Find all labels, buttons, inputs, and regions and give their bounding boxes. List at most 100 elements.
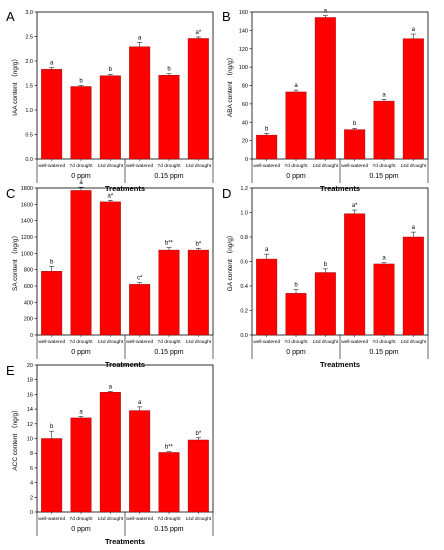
- category-label: 7d drought: [373, 163, 397, 169]
- y-tick-label: 0.4: [240, 284, 248, 290]
- chart-panel-a: A 0.0 0.5 1.0 1.5 2.0 2.5 3.0 IAA content （ng/g）…: [6, 9, 214, 193]
- bar: [187, 439, 209, 513]
- y-tick-label: 1.2: [240, 186, 248, 192]
- category-label: 7d drought: [70, 339, 94, 345]
- y-tick-label: 400: [24, 300, 33, 306]
- y-tick-label: 140: [239, 28, 248, 34]
- significance-label: b: [79, 79, 83, 85]
- bar: [373, 100, 395, 160]
- bar: [314, 272, 336, 336]
- significance-label: b: [50, 424, 54, 430]
- bar: [187, 249, 209, 336]
- y-tick-label: 100: [239, 65, 248, 71]
- group-label: 0 ppm: [71, 526, 91, 533]
- significance-label: b: [294, 283, 298, 289]
- group-label: 0 ppm: [71, 173, 91, 180]
- chart-panel-b: B 0 20 40 60 80 100 120 140 160 ABA content （ng/g）…: [222, 9, 429, 193]
- category-label: well-watered: [126, 339, 153, 345]
- significance-label: a: [294, 83, 298, 89]
- significance-label: a*: [107, 193, 113, 199]
- significance-label: a: [79, 180, 83, 186]
- category-label: 7d drought: [158, 516, 182, 522]
- y-tick-label: 12: [27, 422, 33, 428]
- y-tick-label: 80: [242, 84, 248, 90]
- bar: [41, 438, 63, 513]
- y-tick-label: 6: [30, 466, 33, 472]
- category-label: 7d drought: [70, 516, 94, 522]
- group-label: 0 ppm: [286, 349, 306, 356]
- category-label: 7d drought: [70, 163, 94, 169]
- y-tick-label: 0.8: [240, 235, 248, 241]
- bar: [158, 452, 180, 513]
- y-tick-label: 2.0: [25, 59, 33, 65]
- y-tick-label: 0: [30, 510, 33, 516]
- significance-label: b: [109, 67, 113, 73]
- significance-label: b**: [165, 445, 174, 451]
- category-label: 14d drought: [98, 163, 124, 169]
- bar: [285, 293, 307, 336]
- plot-frame: [251, 11, 429, 160]
- group-label: 0 ppm: [71, 349, 91, 356]
- significance-label: b: [353, 121, 357, 127]
- panel-label: C: [6, 186, 15, 201]
- y-tick-label: 3.0: [25, 10, 33, 16]
- significance-label: a: [324, 9, 328, 15]
- y-tick-label: 0.0: [25, 157, 33, 163]
- y-axis-label: SA content （ng/g）: [11, 232, 19, 291]
- category-label: well-watered: [341, 339, 368, 345]
- bar: [41, 69, 63, 160]
- category-label: well-watered: [126, 516, 153, 522]
- significance-label: b: [167, 67, 171, 73]
- bar: [344, 213, 366, 336]
- bar: [158, 75, 180, 160]
- category-label: 14d drought: [401, 163, 427, 169]
- panel-label: B: [222, 9, 231, 24]
- category-label: 7d drought: [373, 339, 397, 345]
- y-tick-label: 1000: [21, 251, 33, 257]
- bar: [187, 38, 209, 160]
- y-tick-label: 200: [24, 317, 33, 323]
- y-tick-label: 1800: [21, 186, 33, 192]
- chart-panel-e: E 0 2 4 6 8 10 12 14 16 18 20 ACC content （ng/g） b wel…: [6, 363, 214, 546]
- y-tick-label: 1.0: [240, 211, 248, 217]
- bar: [129, 46, 151, 160]
- x-axis-title: Treatments: [105, 184, 145, 193]
- chart-panel-c: C 0 200 400 600 800 1000 1200 1400 1600 1800 SA con…: [6, 180, 214, 369]
- plot-frame: [36, 364, 214, 513]
- y-tick-label: 120: [239, 47, 248, 53]
- category-label: well-watered: [341, 163, 368, 169]
- significance-label: b: [265, 126, 269, 132]
- y-tick-label: 2.5: [25, 35, 33, 41]
- bar: [70, 86, 92, 160]
- group-label: 0.15 ppm: [154, 349, 183, 356]
- y-tick-label: 10: [27, 437, 33, 443]
- y-tick-label: 2: [30, 495, 33, 501]
- panel-label: A: [6, 9, 15, 24]
- y-tick-label: 16: [27, 392, 33, 398]
- significance-label: a: [138, 400, 142, 406]
- group-label: 0.15 ppm: [154, 526, 183, 533]
- significance-label: a: [79, 409, 83, 415]
- y-tick-label: 8: [30, 451, 33, 457]
- y-tick-label: 160: [239, 10, 248, 16]
- y-tick-label: 60: [242, 102, 248, 108]
- group-label: 0.15 ppm: [154, 173, 183, 180]
- group-label: 0.15 ppm: [369, 349, 398, 356]
- bar: [285, 91, 307, 160]
- chart-panel-d: D 0.0 0.2 0.4 0.6 0.8 1.0 1.2 GA content （ng/g） a…: [222, 186, 429, 369]
- y-axis-label: IAA content （ng/g）: [11, 55, 19, 116]
- category-label: 7d drought: [285, 163, 309, 169]
- bar: [129, 410, 151, 513]
- y-axis-label: ABA content （ng/g）: [226, 54, 234, 117]
- significance-label: a: [265, 247, 269, 253]
- significance-label: b**: [165, 241, 174, 247]
- category-label: 14d drought: [98, 339, 124, 345]
- x-axis-title: Treatments: [105, 360, 145, 369]
- bar: [402, 236, 424, 336]
- bar: [158, 249, 180, 336]
- category-label: 14d drought: [313, 163, 339, 169]
- category-label: well-watered: [253, 163, 280, 169]
- significance-label: a*: [352, 203, 358, 209]
- y-tick-label: 1400: [21, 219, 33, 225]
- category-label: 14d drought: [401, 339, 427, 345]
